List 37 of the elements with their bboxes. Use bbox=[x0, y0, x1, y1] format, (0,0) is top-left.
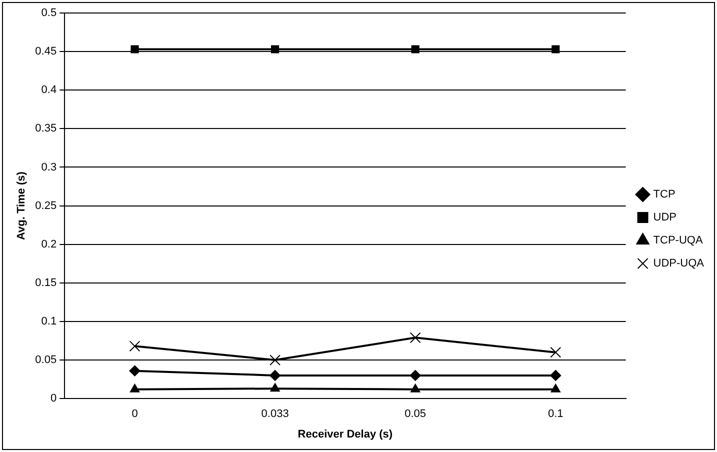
legend-label: TCP bbox=[653, 188, 676, 201]
point bbox=[550, 346, 562, 358]
legend-label: TCP-UQA bbox=[653, 234, 704, 247]
y-tick-label: 0.2 bbox=[41, 238, 57, 250]
x-tick-label: 0.05 bbox=[404, 408, 426, 420]
x-axis-title: Receiver Delay (s) bbox=[298, 428, 393, 440]
point bbox=[130, 384, 140, 392]
point bbox=[411, 45, 420, 54]
x-tick-label: 0.033 bbox=[261, 408, 289, 420]
point bbox=[270, 370, 281, 381]
point bbox=[271, 45, 280, 54]
y-tick-label: 0.45 bbox=[35, 46, 57, 58]
x-tick-label: 0 bbox=[132, 408, 138, 420]
point bbox=[552, 45, 560, 54]
y-tick-label: 0.35 bbox=[35, 122, 57, 135]
y-tick-label: 0.05 bbox=[35, 354, 57, 366]
point bbox=[270, 354, 280, 366]
point bbox=[270, 383, 280, 392]
y-tick-label: 0.15 bbox=[35, 276, 57, 289]
legend-label: UDP-UQA bbox=[653, 258, 705, 270]
point bbox=[130, 45, 139, 54]
y-tick-label: 0 bbox=[50, 392, 57, 405]
point bbox=[550, 370, 562, 381]
point bbox=[550, 384, 560, 392]
point bbox=[410, 370, 421, 381]
y-tick-label: 0.1 bbox=[41, 316, 57, 328]
x-tick-label: 0.1 bbox=[548, 408, 564, 420]
point bbox=[129, 340, 140, 352]
y-tick-label: 0.5 bbox=[41, 7, 57, 20]
point bbox=[410, 332, 421, 344]
y-tick-label: 0.25 bbox=[35, 200, 57, 212]
legend-label: UDP bbox=[653, 212, 677, 224]
y-tick-label: 0.3 bbox=[41, 161, 57, 174]
y-axis-title: Avg. Time (s) bbox=[16, 171, 28, 240]
y-tick-label: 0.4 bbox=[41, 84, 57, 96]
point bbox=[129, 365, 140, 376]
point bbox=[410, 384, 420, 392]
